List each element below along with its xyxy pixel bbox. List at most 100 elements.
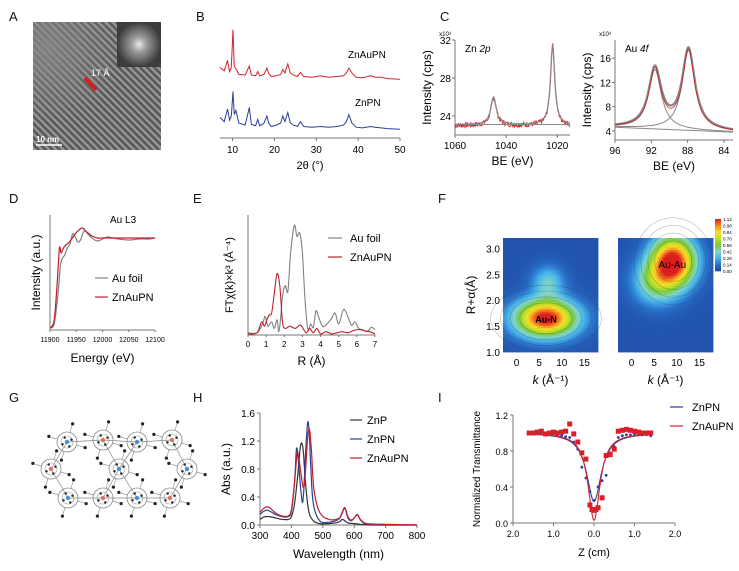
heatmap-cell [586, 335, 589, 339]
heatmap-cell [540, 299, 543, 303]
heatmap-cell [592, 238, 595, 241]
heatmap-cell [663, 252, 666, 256]
heatmap-cell [631, 280, 635, 284]
heatmap-cell [685, 271, 688, 275]
heatmap-cell [594, 304, 597, 308]
heatmap-cell [657, 333, 660, 336]
heatmap-cell [625, 238, 629, 241]
heatmap-cell [560, 330, 563, 334]
heatmap-cell [516, 297, 520, 301]
heatmap-cell [697, 342, 700, 346]
heatmap-cell [697, 302, 700, 305]
background-line [615, 126, 733, 133]
heatmap-cell [588, 245, 591, 248]
heatmap-cell [643, 273, 647, 277]
heatmap-cell [554, 335, 557, 339]
heatmap-cell [657, 238, 660, 241]
heatmap-cell [673, 278, 676, 282]
heatmap-cell [570, 245, 573, 248]
heatmap-cell [683, 276, 686, 279]
heatmap-cell [552, 247, 555, 251]
heatmap-cell [631, 295, 635, 298]
heatmap-cell [562, 252, 565, 256]
heatmap-cell [637, 268, 641, 272]
heatmap-cell [594, 278, 597, 282]
heatmap-cell [540, 249, 543, 253]
heatmap-cell [572, 259, 575, 263]
heatmap-cell [693, 330, 696, 334]
heatmap-cell [663, 242, 666, 246]
heatmap-cell [564, 328, 567, 332]
heatmap-cell [697, 297, 700, 301]
heatmap-cell [564, 337, 567, 341]
heatmap-cell [532, 309, 536, 313]
heatmap-cell [522, 299, 526, 303]
heatmap-cell [590, 292, 593, 296]
heatmap-cell [512, 330, 516, 334]
heatmap-cell [679, 271, 682, 275]
heatmap-cell [594, 330, 597, 334]
heatmap-cell [697, 292, 700, 296]
heatmap-cell [619, 257, 623, 260]
heatmap-cell [633, 276, 637, 279]
heatmap-cell [510, 330, 514, 334]
heatmap-cell [695, 316, 698, 320]
heatmap-cell [584, 285, 587, 289]
heatmap-cell [629, 330, 633, 334]
heatmap-cell [524, 333, 528, 336]
heatmap-cell [673, 264, 676, 267]
heatmap-cell [588, 333, 591, 336]
heatmap-cell [691, 309, 694, 313]
heatmap-cell [635, 268, 639, 272]
heatmap-cell [631, 249, 635, 253]
heatmap-cell [568, 278, 571, 282]
heatmap-cell [518, 249, 522, 253]
heatmap-cell [560, 273, 563, 277]
heatmap-cell [639, 304, 643, 308]
heatmap-cell [695, 249, 698, 253]
heatmap-cell [619, 268, 623, 272]
heatmap-cell [625, 309, 629, 313]
heatmap-cell [522, 287, 526, 291]
colorbar-tick-label: 0.98 [723, 224, 732, 229]
heatmap-cell [532, 297, 536, 301]
heatmap-cell [554, 318, 557, 322]
heatmap-cell [592, 309, 595, 313]
heatmap-cell [520, 247, 524, 251]
heatmap-cell [503, 245, 506, 248]
heatmap-cell [510, 306, 514, 310]
heatmap-cell [558, 311, 561, 315]
heatmap-cell [633, 259, 637, 263]
heatmap-cell [562, 280, 565, 284]
heatmap-cell [659, 318, 662, 322]
heatmap-cell [594, 285, 597, 289]
nitrogen-atom [59, 458, 63, 462]
heatmap-cell [564, 259, 567, 263]
heatmap-cell [659, 337, 662, 341]
heatmap-cell [522, 347, 526, 351]
heatmap-cell [592, 328, 595, 332]
heatmap-cell [677, 333, 680, 336]
heatmap-cell [576, 340, 579, 343]
heatmap-cell [649, 264, 653, 267]
heatmap-cell [693, 321, 696, 324]
heatmap-cell [584, 314, 587, 317]
heatmap-cell [546, 299, 549, 303]
heatmap-cell [526, 280, 530, 284]
heatmap-cell [554, 283, 557, 286]
heatmap-cell [568, 292, 571, 296]
heatmap-cell [619, 273, 623, 277]
heatmap-cell [685, 309, 688, 313]
heatmap-cell [582, 268, 585, 272]
heatmap-cell [548, 342, 551, 346]
x-axis-title: Z (cm) [578, 547, 610, 559]
heatmap-cell [645, 342, 649, 346]
heatmap-cell [625, 287, 629, 291]
heatmap-cell [618, 314, 621, 317]
heatmap-cell [562, 318, 565, 322]
heatmap-cell [528, 306, 532, 310]
heatmap-cell [590, 347, 593, 351]
heatmap-cell [691, 287, 694, 291]
heatmap-cell [550, 278, 553, 282]
heatmap-cell [506, 247, 510, 251]
